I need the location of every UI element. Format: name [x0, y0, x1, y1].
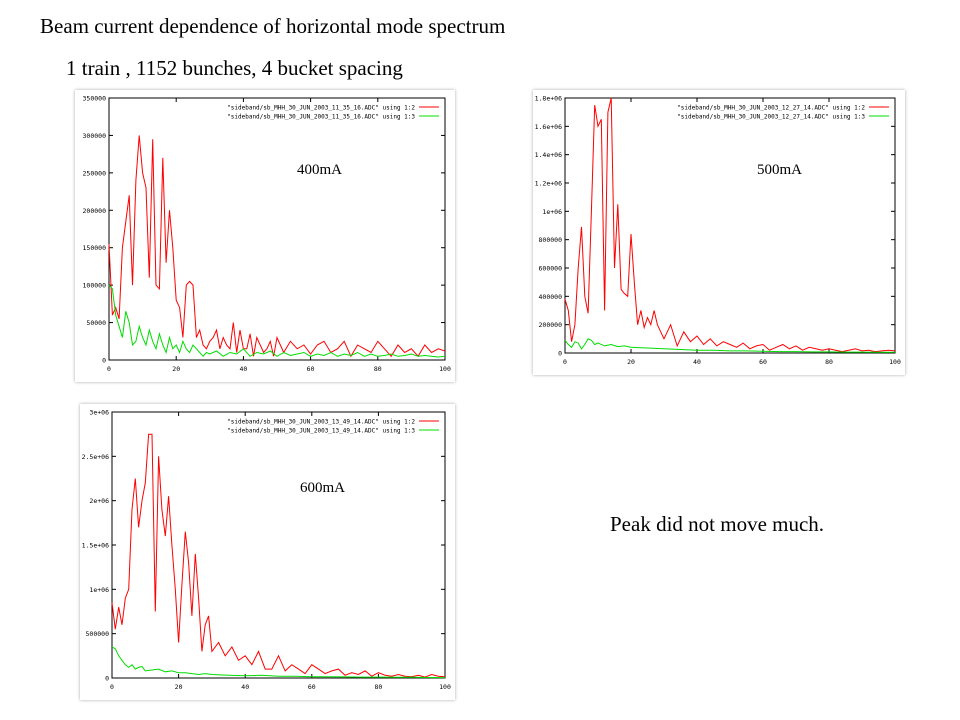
legend-entry-1-2: "sideband/sb_MHH_30_JUN_2003_11_35_16.AD…: [227, 104, 415, 111]
x-tick-label: 0: [107, 365, 111, 373]
x-tick-label: 0: [110, 683, 114, 691]
x-tick-label: 20: [175, 683, 183, 691]
y-tick-label: 800000: [539, 236, 563, 244]
y-tick-label: 400000: [539, 293, 563, 301]
x-tick-label: 0: [563, 358, 567, 366]
beam-current-label-500ma: 500mA: [757, 162, 802, 178]
x-tick-label: 40: [693, 358, 701, 366]
series-line-1-3-600ma: [111, 646, 446, 679]
y-tick-label: 3e+06: [89, 409, 109, 417]
x-tick-label: 60: [307, 365, 315, 373]
legend-entry-1-3: "sideband/sb_MHH_30_JUN_2003_12_27_14.AD…: [677, 113, 865, 120]
spectrum-plot-400ma-svg: 0 50000 100000 150000 200000 250000 300000 3500…: [83, 95, 451, 374]
x-tick-label: 100: [889, 358, 901, 366]
series-line-1-3-500ma: [564, 338, 895, 353]
y-tick-label: 0: [102, 357, 106, 365]
slide-note: Peak did not move much.: [610, 512, 825, 536]
y-tick-label: 1.6e+06: [535, 123, 562, 131]
beam-current-label-600ma: 600mA: [300, 480, 345, 496]
x-tick-label: 60: [759, 358, 767, 366]
spectrum-plot-500ma-svg: 0 200000 400000 600000 800000 1e+06 1.2e+06 1.4…: [535, 95, 901, 367]
y-tick-label: 1.2e+06: [535, 180, 562, 188]
spectrum-plot-600ma: 0 500000 1e+06 1.5e+06 2e+06 2.5e+06 3e+06 0 20 4…: [80, 404, 455, 700]
x-tick-label: 60: [308, 683, 316, 691]
y-tick-label: 150000: [83, 244, 107, 252]
series-line-1-2-500ma: [564, 97, 896, 353]
x-tick-label: 20: [627, 358, 635, 366]
y-tick-label: 600000: [539, 265, 563, 273]
y-tick-label: 50000: [86, 319, 106, 327]
legend-entry-1-3: "sideband/sb_MHH_30_JUN_2003_13_49_14.AD…: [227, 427, 415, 434]
x-tick-label: 40: [241, 683, 249, 691]
y-tick-label: 1.4e+06: [535, 151, 562, 159]
spectrum-plot-500ma: 0 200000 400000 600000 800000 1e+06 1.2e+06 1.4…: [533, 90, 905, 375]
x-tick-label: 80: [825, 358, 833, 366]
legend-entry-1-3: "sideband/sb_MHH_30_JUN_2003_11_35_16.AD…: [227, 113, 415, 120]
y-tick-label: 250000: [83, 169, 107, 177]
slide-title: Beam current dependence of horizontal mo…: [40, 14, 506, 38]
x-tick-label: 80: [374, 683, 382, 691]
y-tick-label: 1e+06: [542, 208, 562, 216]
y-tick-label: 0: [105, 675, 109, 683]
plot-frame-400ma: [108, 97, 446, 361]
y-tick-label: 1.8e+06: [535, 95, 562, 103]
plot-frame-500ma: [564, 97, 896, 354]
y-tick-label: 0: [558, 350, 562, 358]
y-tick-label: 200000: [83, 207, 107, 215]
legend-entry-1-2: "sideband/sb_MHH_30_JUN_2003_13_49_14.AD…: [227, 418, 415, 425]
x-tick-label: 20: [172, 365, 180, 373]
series-line-1-3-400ma: [108, 284, 446, 358]
spectrum-plot-600ma-svg: 0 500000 1e+06 1.5e+06 2e+06 2.5e+06 3e+06 0 20 4…: [82, 409, 451, 692]
beam-current-label-400ma: 400mA: [297, 162, 342, 178]
x-tick-label: 100: [439, 683, 451, 691]
y-tick-label: 100000: [83, 282, 107, 290]
x-tick-label: 80: [374, 365, 382, 373]
x-tick-label: 40: [239, 365, 247, 373]
spectrum-plot-400ma: 0 50000 100000 150000 200000 250000 300000 3500…: [75, 90, 455, 382]
plot-frame-600ma: [111, 411, 446, 679]
y-tick-label: 200000: [539, 321, 563, 329]
y-tick-label: 1e+06: [89, 586, 109, 594]
y-tick-label: 2e+06: [89, 497, 109, 505]
slide-subtitle: 1 train , 1152 bunches, 4 bucket spacing: [66, 56, 403, 80]
series-line-1-2-600ma: [111, 433, 446, 678]
series-line-1-2-400ma: [108, 135, 446, 358]
y-tick-label: 500000: [86, 630, 110, 638]
legend-entry-1-2: "sideband/sb_MHH_30_JUN_2003_12_27_14.AD…: [677, 104, 865, 111]
y-tick-label: 350000: [83, 95, 107, 103]
x-tick-label: 100: [439, 365, 451, 373]
y-tick-label: 300000: [83, 132, 107, 140]
y-tick-label: 2.5e+06: [82, 453, 109, 461]
y-tick-label: 1.5e+06: [82, 542, 109, 550]
